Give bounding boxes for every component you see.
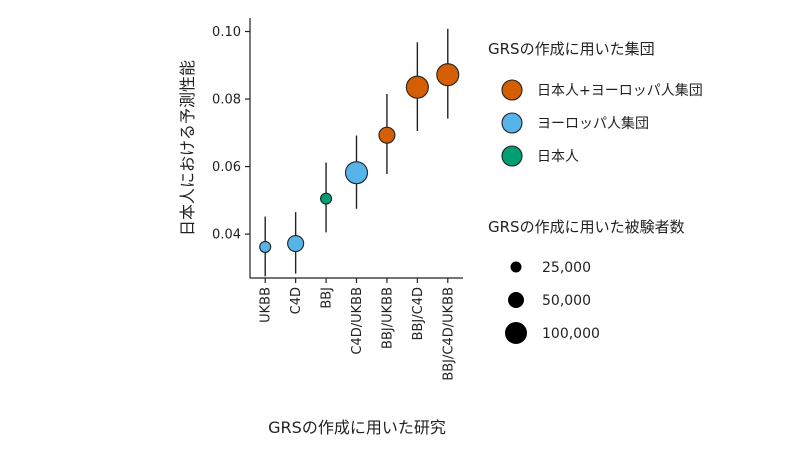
- x-tick-label: BBJ: [320, 287, 335, 309]
- color-legend-label: ヨーロッパ人集団: [537, 115, 649, 132]
- data-point: [344, 161, 369, 185]
- size-legend-marker: [508, 292, 524, 308]
- x-tick-label: BBJ/C4D/UKBB: [441, 287, 456, 381]
- data-point: [436, 63, 460, 87]
- x-tick-label: C4D: [289, 287, 304, 314]
- x-tick-label: BBJ/C4D: [411, 287, 426, 340]
- color-legend-label: 日本人+ヨーロッパ人集団: [537, 82, 703, 99]
- x-tick-label: C4D/UKBB: [350, 287, 365, 355]
- color-legend-label: 日本人: [537, 149, 579, 165]
- data-point: [259, 240, 272, 253]
- x-axis-title: GRSの作成に用いた研究: [268, 418, 446, 437]
- data-point: [378, 126, 396, 144]
- size-legend-label: 50,000: [542, 293, 591, 309]
- y-tick-label: 0.08: [212, 93, 241, 108]
- x-tick-label: UKBB: [259, 287, 274, 323]
- size-legend-title: GRSの作成に用いた被験者数: [488, 218, 685, 236]
- data-point: [287, 235, 305, 253]
- x-tick-label: BBJ/UKBB: [380, 287, 395, 349]
- color-legend-title: GRSの作成に用いた集団: [488, 40, 655, 58]
- y-tick-label: 0.06: [212, 160, 241, 175]
- y-tick-label: 0.10: [212, 25, 241, 40]
- size-legend-label: 25,000: [542, 260, 591, 276]
- size-legend-marker: [510, 261, 522, 273]
- y-axis-title: 日本人における予測性能: [178, 60, 197, 236]
- x-axis-ticks: UKBB C4D BBJ C4D/UKBB BBJ/UKBB BBJ/C4D BBJ/C4D…: [259, 278, 456, 381]
- color-legend-swatch: [501, 79, 523, 101]
- size-legend: GRSの作成に用いた被験者数 25,000 50,000 100,000: [488, 218, 685, 344]
- data-point: [320, 192, 333, 205]
- size-legend-marker: [505, 322, 527, 344]
- color-legend-swatch: [501, 145, 523, 167]
- size-legend-label: 100,000: [542, 326, 600, 342]
- data-points: [259, 63, 460, 253]
- color-legend-swatch: [501, 112, 523, 134]
- y-axis-ticks: 0.04 0.06 0.08 0.10: [212, 25, 250, 243]
- data-point: [405, 75, 429, 99]
- y-tick-label: 0.04: [212, 228, 241, 243]
